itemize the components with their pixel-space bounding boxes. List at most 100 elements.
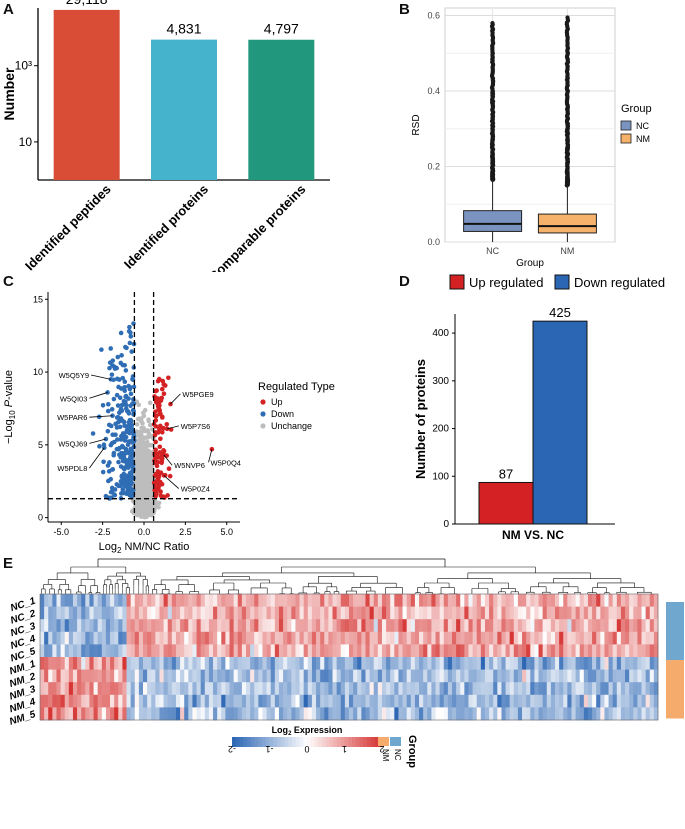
e-heatmap-cell <box>456 594 461 607</box>
e-heatmap-cell <box>386 694 391 708</box>
e-heatmap-cell <box>649 694 655 708</box>
d-ytick-label: 100 <box>432 471 449 482</box>
e-heatmap-cell <box>81 657 86 670</box>
e-heatmap-cell <box>625 694 630 708</box>
e-heatmap-cell <box>410 657 416 670</box>
e-heatmap-cell <box>81 707 86 721</box>
e-heatmap-cell <box>600 606 605 620</box>
e-heatmap-cell <box>217 619 222 633</box>
e-heatmap-cell <box>320 669 325 683</box>
e-heatmap-cell <box>456 657 461 670</box>
e-heatmap-cell <box>443 707 449 721</box>
e-heatmap-cell <box>530 669 535 683</box>
e-heatmap-cell <box>225 644 230 658</box>
e-heatmap-cell <box>414 619 420 633</box>
e-scale-swatch <box>329 737 334 747</box>
e-heatmap-cell <box>122 606 127 620</box>
c-point <box>114 392 120 398</box>
e-heatmap-cell <box>40 631 45 645</box>
e-heatmap-cell <box>625 682 630 696</box>
e-scale-swatch <box>269 737 274 747</box>
e-heatmap-cell <box>295 606 300 620</box>
c-point <box>139 429 145 434</box>
c-point <box>155 480 161 485</box>
e-heatmap-cell <box>546 644 552 658</box>
e-heatmap-cell <box>522 606 527 620</box>
e-heatmap-cell <box>278 619 284 633</box>
e-heatmap-cell <box>447 682 453 696</box>
e-heatmap-cell <box>262 682 267 696</box>
e-heatmap-cell <box>452 682 457 696</box>
e-heatmap-cell <box>237 594 243 607</box>
e-heatmap-cell <box>200 644 206 658</box>
e-heatmap-cell <box>40 619 45 633</box>
e-heatmap-cell <box>254 707 259 721</box>
e-heatmap-cell <box>184 682 189 696</box>
e-heatmap-cell <box>266 619 272 633</box>
e-group-bar-cell <box>666 636 684 649</box>
e-heatmap-cell <box>311 682 317 696</box>
e-heatmap-cell <box>258 707 263 721</box>
e-heatmap-cell <box>596 669 601 683</box>
e-heatmap-cell <box>344 619 350 633</box>
e-heatmap-cell <box>221 619 226 633</box>
e-heatmap-cell <box>147 657 152 670</box>
e-heatmap-cell <box>443 619 449 633</box>
e-heatmap-cell <box>629 707 634 721</box>
e-heatmap-cell <box>287 606 292 620</box>
e-heatmap-cell <box>435 669 441 683</box>
e-heatmap-cell <box>509 682 515 696</box>
e-heatmap-cell <box>509 669 515 683</box>
e-heatmap-cell <box>431 682 436 696</box>
e-heatmap-cell <box>629 669 634 683</box>
e-heatmap-cell <box>311 644 317 658</box>
e-heatmap-cell <box>328 619 333 633</box>
e-heatmap-cell <box>283 594 288 607</box>
e-heatmap-cell <box>81 619 86 633</box>
e-heatmap-cell <box>410 694 416 708</box>
c-ytick-label: 10 <box>33 367 43 377</box>
c-point <box>110 467 115 472</box>
e-heatmap-cell <box>105 644 111 658</box>
e-scale-swatch <box>367 737 372 747</box>
c-point <box>118 483 123 489</box>
e-heatmap-cell <box>130 631 136 645</box>
e-scale-swatch <box>337 737 342 747</box>
e-heatmap-cell <box>159 644 164 658</box>
e-heatmap-cell <box>550 631 556 645</box>
e-heatmap-cell <box>447 669 453 683</box>
e-scale-swatch <box>359 737 364 747</box>
e-heatmap-cell <box>72 694 78 708</box>
e-scale-swatch <box>333 737 338 747</box>
e-heatmap-cell <box>204 694 210 708</box>
e-heatmap-cell <box>592 631 597 645</box>
e-heatmap-cell <box>175 682 181 696</box>
e-heatmap-cell <box>522 682 527 696</box>
e-heatmap-cell <box>513 594 519 607</box>
e-heatmap-cell <box>567 606 572 620</box>
c-point <box>166 375 171 381</box>
e-heatmap-cell <box>575 619 581 633</box>
e-heatmap-cell <box>175 619 181 633</box>
e-heatmap-cell <box>122 619 127 633</box>
e-heatmap-cell <box>563 619 568 633</box>
e-heatmap-cell <box>130 606 136 620</box>
e-heatmap-cell <box>134 631 140 645</box>
c-point <box>149 442 155 448</box>
e-heatmap-cell <box>93 619 99 633</box>
e-heatmap-cell <box>48 657 53 670</box>
e-heatmap-cell <box>254 644 259 658</box>
e-heatmap-cell <box>163 707 169 721</box>
c-legend-label: Unchange <box>271 421 312 431</box>
c-point <box>155 473 161 478</box>
e-heatmap-cell <box>608 619 614 633</box>
e-heatmap-cell <box>208 682 214 696</box>
e-heatmap-cell <box>291 631 296 645</box>
c-annotation-label: W5NVP6 <box>174 461 205 470</box>
e-heatmap-cell <box>612 657 618 670</box>
e-heatmap-cell <box>188 682 193 696</box>
e-heatmap-cell <box>587 669 593 683</box>
e-heatmap-cell <box>196 619 202 633</box>
e-heatmap-cell <box>493 682 498 696</box>
c-point <box>109 372 115 377</box>
